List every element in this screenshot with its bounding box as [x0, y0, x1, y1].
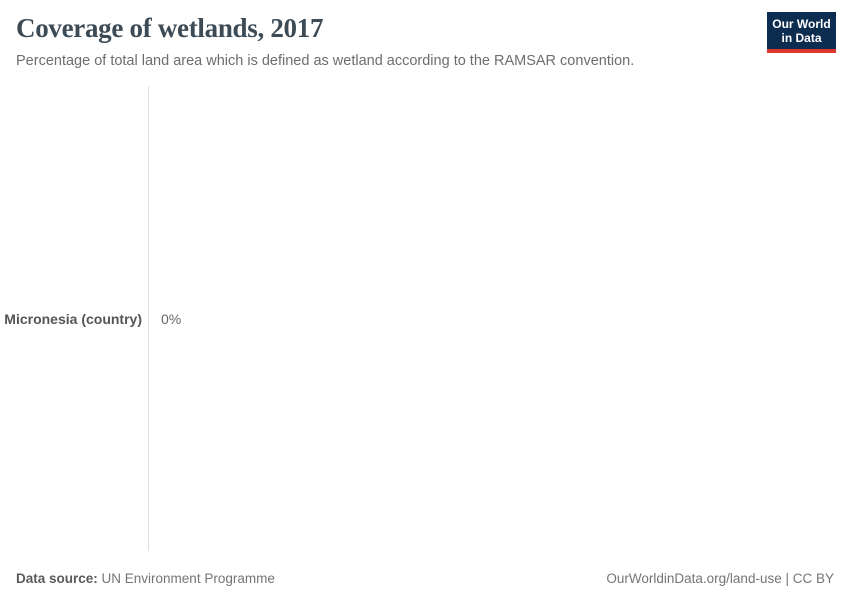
license-link[interactable]: CC BY: [792, 570, 834, 586]
entity-label: Micronesia (country): [4, 310, 142, 327]
chart-subtitle: Percentage of total land area which is d…: [16, 53, 635, 69]
owid-logo-line2: in Data: [781, 30, 822, 45]
data-source-value: UN Environment Programme: [97, 570, 275, 586]
footer-separator: |: [781, 570, 793, 586]
data-source-label: Data source:: [16, 570, 98, 586]
chart-footer: Data source: UN Environment Programme Ou…: [16, 571, 834, 587]
owid-logo: Our World in Data: [767, 12, 836, 53]
owid-url-link[interactable]: OurWorldinData.org/land-use: [606, 570, 782, 586]
bar-row-micronesia[interactable]: Micronesia (country) 0%: [0, 308, 850, 330]
y-axis-line: [148, 86, 149, 551]
bar-value-label: 0%: [161, 310, 182, 327]
data-source: Data source: UN Environment Programme: [16, 571, 275, 587]
footer-links: OurWorldinData.org/land-use | CC BY: [606, 571, 834, 587]
bar-chart: Micronesia (country) 0%: [0, 86, 850, 551]
page-title: Coverage of wetlands, 2017: [16, 13, 324, 43]
owid-logo-line1: Our World: [772, 16, 831, 31]
